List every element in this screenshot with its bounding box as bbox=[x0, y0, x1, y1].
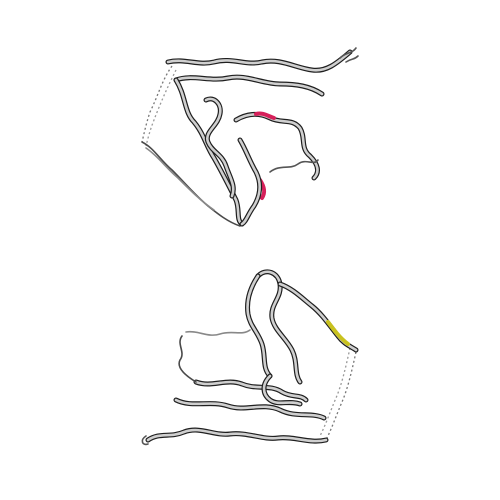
upper-coil-right bbox=[269, 159, 319, 173]
upper-linker-left-2 bbox=[145, 69, 177, 147]
lower-strand-2 bbox=[174, 398, 326, 420]
lower-coil-left bbox=[178, 335, 197, 383]
upper-protein-chain bbox=[141, 47, 359, 227]
upper-connector bbox=[238, 138, 261, 226]
lower-linker-right bbox=[325, 351, 357, 441]
lower-coil-left-2 bbox=[185, 329, 251, 336]
lower-hairpin bbox=[256, 270, 302, 384]
lower-highlight bbox=[326, 320, 350, 346]
upper-highlight-top bbox=[254, 111, 276, 120]
lower-linker-right-2 bbox=[319, 347, 351, 437]
upper-coil-bottom-2 bbox=[145, 147, 215, 211]
upper-strand-2 bbox=[174, 75, 324, 96]
upper-strand-top-tip bbox=[339, 47, 359, 63]
lower-strand-bottom-tip bbox=[141, 435, 149, 446]
lower-strand-bottom bbox=[146, 428, 328, 443]
lower-protein-chain bbox=[141, 269, 359, 446]
upper-loop-left bbox=[174, 78, 244, 226]
lower-connector bbox=[262, 374, 302, 406]
lower-left-arm bbox=[246, 274, 272, 378]
upper-strand-top bbox=[166, 50, 352, 72]
upper-linker-left bbox=[141, 65, 173, 143]
upper-loop-left-outline bbox=[173, 77, 245, 227]
upper-strand-top-outline bbox=[165, 49, 353, 73]
upper-hairpin bbox=[204, 97, 235, 198]
